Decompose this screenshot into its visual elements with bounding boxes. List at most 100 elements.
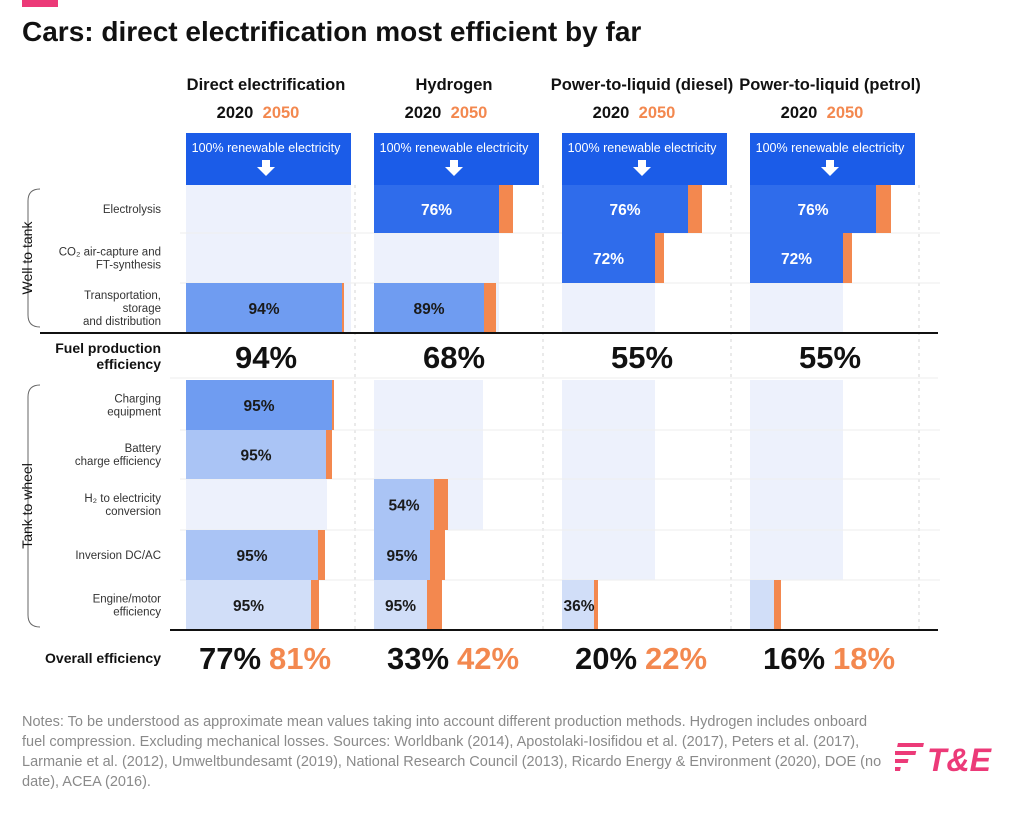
gain-2050-bar — [594, 580, 598, 630]
gain-2050-bar — [342, 283, 344, 333]
bar-value-label: 95% — [240, 448, 271, 465]
overall-efficiency-label: Overall efficiency — [45, 650, 161, 666]
renewable-header-box — [750, 133, 915, 185]
renewable-header-label: 100% renewable electricity — [568, 141, 717, 155]
row-label: efficiency — [113, 607, 161, 619]
ghost-area — [562, 380, 655, 580]
renewable-header-box — [186, 133, 351, 185]
efficiency-bar — [562, 233, 655, 283]
group-bracket — [27, 384, 41, 628]
row-label: H₂ to electricity — [84, 493, 161, 505]
group-label-well-to-tank: Well to tank — [19, 221, 35, 295]
fuel-production-value: 94% — [235, 340, 297, 375]
renewable-header-label: 100% renewable electricity — [380, 141, 529, 155]
logo-text: T&E — [927, 742, 993, 778]
row-label: Electrolysis — [103, 204, 161, 216]
accent-bar — [22, 0, 58, 7]
overall-value-2050: 18% — [833, 641, 895, 676]
bar-value-label: 72% — [781, 251, 812, 268]
row-label: conversion — [105, 506, 161, 518]
ghost-area — [750, 380, 843, 580]
efficiency-bar — [374, 479, 434, 530]
gain-2050-bar — [434, 479, 448, 530]
row-label: equipment — [107, 407, 162, 419]
efficiency-chart: Direct electrification 2020 2050 100% renew… — [19, 76, 940, 676]
row-label: CO₂ air-capture and — [59, 247, 161, 259]
efficiency-bar — [186, 283, 342, 333]
column-header: Power-to-liquid (petrol) — [739, 76, 920, 94]
te-logo: T&E — [895, 742, 993, 778]
row-label: storage — [123, 303, 161, 315]
gain-2050-bar — [876, 185, 891, 233]
efficiency-bar — [374, 185, 499, 233]
row-label: FT-synthesis — [96, 260, 161, 272]
bar-value-label: 95% — [386, 548, 417, 565]
year-label-2050: 2050 — [451, 104, 488, 122]
renewable-header-box — [374, 133, 539, 185]
year-label-2020: 2020 — [217, 104, 254, 122]
group-label-tank-to-wheel: Tank to wheel — [19, 463, 35, 549]
year-label-2020: 2020 — [781, 104, 818, 122]
group-bracket — [27, 188, 41, 328]
row-label: Battery — [125, 443, 162, 455]
bar-value-label: 76% — [609, 202, 640, 219]
efficiency-bar — [186, 530, 318, 580]
gain-2050-bar — [688, 185, 702, 233]
row-label: charge efficiency — [75, 456, 161, 468]
overall-value-2020: 16% — [763, 641, 825, 676]
fuel-production-value: 55% — [611, 340, 673, 375]
chart-title: Cars: direct electrification most effici… — [22, 16, 642, 47]
efficiency-bar — [750, 233, 843, 283]
column-header: Power-to-liquid (diesel) — [551, 76, 733, 94]
bar-value-label: 72% — [593, 251, 624, 268]
gain-2050-bar — [332, 380, 334, 430]
overall-value-2020: 77% — [199, 641, 261, 676]
overall-value-2020: 33% — [387, 641, 449, 676]
ghost-area — [750, 283, 843, 333]
row-label: Charging — [114, 394, 161, 406]
gain-2050-bar — [311, 580, 319, 630]
fuel-production-label: efficiency — [96, 356, 161, 372]
bar-value-label: 76% — [421, 202, 452, 219]
renewable-header-box — [562, 133, 727, 185]
down-arrow-icon — [445, 160, 463, 176]
bar-value-label: 95% — [236, 548, 267, 565]
renewable-header-label: 100% renewable electricity — [192, 141, 341, 155]
gain-2050-bar — [318, 530, 325, 580]
efficiency-bar — [374, 530, 430, 580]
year-label-2050: 2050 — [827, 104, 864, 122]
overall-value-2020: 20% — [575, 641, 637, 676]
year-label-2020: 2020 — [405, 104, 442, 122]
renewable-header-label: 100% renewable electricity — [756, 141, 905, 155]
gain-2050-bar — [326, 430, 332, 479]
gain-2050-bar — [427, 580, 442, 630]
bar-value-label: 76% — [797, 202, 828, 219]
efficiency-bar — [374, 283, 484, 333]
efficiency-bar — [562, 185, 688, 233]
gain-2050-bar — [499, 185, 513, 233]
bar-value-label: 95% — [243, 398, 274, 415]
bar-value-label: 54% — [388, 498, 419, 515]
column-header: Direct electrification — [187, 76, 346, 94]
bar-value-label: 95% — [385, 598, 416, 615]
gain-2050-bar — [430, 530, 445, 580]
row-label: Transportation, — [84, 290, 161, 302]
efficiency-bar — [374, 580, 427, 630]
fuel-production-value: 55% — [799, 340, 861, 375]
efficiency-bar — [186, 380, 332, 430]
efficiency-bar — [750, 580, 774, 630]
row-label: Inversion DC/AC — [75, 550, 161, 562]
notes-text: Notes: To be understood as approximate m… — [22, 714, 882, 790]
row-label: and distribution — [83, 316, 161, 328]
overall-value-2050: 81% — [269, 641, 331, 676]
year-label-2050: 2050 — [263, 104, 300, 122]
bar-value-label: 94% — [248, 301, 279, 318]
gain-2050-bar — [484, 283, 496, 333]
down-arrow-icon — [633, 160, 651, 176]
bar-value-label: 89% — [413, 301, 444, 318]
efficiency-bar — [750, 185, 876, 233]
bar-value-label: 95% — [233, 598, 264, 615]
efficiency-bar — [562, 580, 594, 630]
ghost-area — [186, 479, 327, 530]
gain-2050-bar — [774, 580, 781, 630]
